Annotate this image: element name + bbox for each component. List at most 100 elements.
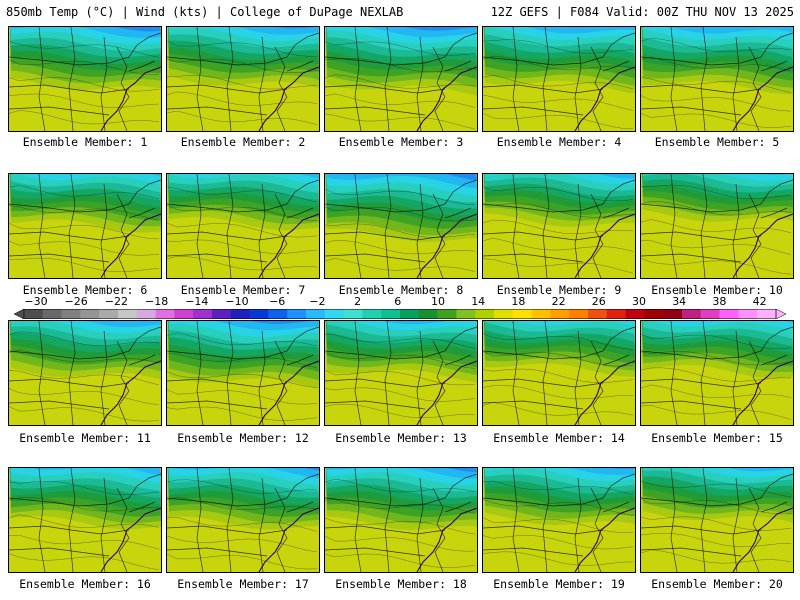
contour-line <box>483 535 634 550</box>
colorbar-tick-label: 2 <box>354 295 362 308</box>
contour-line <box>167 58 318 73</box>
ensemble-member-map <box>8 320 162 426</box>
contour-line <box>641 219 792 234</box>
state-boundary <box>38 174 46 278</box>
temperature-field-map <box>483 174 635 278</box>
contour-line <box>325 240 476 255</box>
contour-line <box>9 77 160 92</box>
temperature-band <box>326 468 477 479</box>
contour-line <box>325 93 476 108</box>
state-boundary <box>760 326 793 352</box>
ensemble-member-label: Ensemble Member: 16 <box>19 577 151 591</box>
colorbar-segment <box>400 309 420 319</box>
state-boundary <box>325 378 446 388</box>
temperature-band <box>447 468 477 473</box>
contour-line <box>325 113 476 130</box>
ensemble-member-map <box>640 173 794 279</box>
state-boundary <box>325 525 446 535</box>
state-boundary <box>444 473 477 499</box>
state-boundary <box>670 468 678 572</box>
temperature-band <box>214 321 319 331</box>
state-boundary <box>9 203 130 213</box>
contour-line <box>325 41 476 56</box>
contour-line <box>167 110 318 125</box>
temperature-band <box>571 468 635 475</box>
colorbar-tick-label: 30 <box>632 295 646 308</box>
state-boundary <box>384 468 392 572</box>
state-boundary <box>325 203 446 213</box>
state-boundary <box>128 60 156 72</box>
contour-line <box>325 553 476 568</box>
contour-line <box>483 333 634 350</box>
colorbar-segment <box>588 309 608 319</box>
contour-line <box>641 532 792 548</box>
state-boundary <box>748 193 762 278</box>
state-boundary <box>483 378 604 388</box>
contour-line <box>9 388 160 405</box>
state-boundary <box>274 487 288 572</box>
contour-line <box>483 480 634 496</box>
contour-line <box>167 389 318 405</box>
contour-line <box>641 77 792 93</box>
contour-line <box>641 239 792 255</box>
contour-line <box>325 535 476 552</box>
colorbar-tick-label: 26 <box>591 295 606 308</box>
state-boundary <box>167 203 288 213</box>
contour-line <box>483 351 634 367</box>
state-boundary <box>167 525 288 535</box>
colorbar-segment <box>306 309 326 319</box>
coastline <box>732 213 793 278</box>
temperature-band <box>15 174 161 185</box>
contour-line <box>325 478 476 493</box>
state-boundary <box>354 174 362 278</box>
state-boundary <box>325 350 446 360</box>
temperature-field-map <box>9 174 161 278</box>
state-boundary <box>167 106 268 116</box>
colorbar-tick-label: 22 <box>551 295 566 308</box>
temperature-band <box>27 468 161 476</box>
state-boundary <box>444 179 477 205</box>
contour-line <box>325 387 476 402</box>
ensemble-member-map <box>482 320 636 426</box>
contour-line <box>9 222 160 240</box>
contour-line <box>167 553 318 570</box>
state-boundary <box>226 27 234 131</box>
temperature-band <box>484 174 635 185</box>
contour-line <box>9 497 160 512</box>
temperature-band <box>610 468 635 469</box>
contour-line <box>483 112 634 130</box>
colorbar-segment <box>494 309 514 319</box>
state-boundary <box>325 231 446 241</box>
ensemble-member-map <box>324 467 478 573</box>
state-boundary <box>760 501 788 513</box>
state-boundary <box>196 174 204 278</box>
state-boundary <box>274 193 288 278</box>
temperature-field-map <box>641 468 793 572</box>
contour-line <box>325 370 476 386</box>
state-boundary <box>432 340 446 425</box>
state-boundary <box>444 32 477 58</box>
colorbar-segment <box>644 309 664 319</box>
state-boundary <box>167 84 288 94</box>
state-boundary <box>483 497 604 507</box>
state-boundary <box>9 525 130 535</box>
ensemble-member-map <box>482 26 636 132</box>
state-boundary <box>512 174 520 278</box>
state-boundary <box>641 56 762 66</box>
contour-line <box>641 498 792 515</box>
state-boundary <box>590 340 604 425</box>
contour-line <box>167 40 317 57</box>
state-boundary <box>384 321 392 425</box>
state-boundary <box>325 253 426 263</box>
ensemble-member-label: Ensemble Member: 17 <box>177 577 309 591</box>
state-boundary <box>38 468 46 572</box>
contour-line <box>641 113 792 128</box>
temperature-band <box>722 174 793 181</box>
colorbar-segment <box>212 309 232 319</box>
temperature-band <box>759 174 792 175</box>
colorbar-segment <box>230 309 250 319</box>
ensemble-member-label: Ensemble Member: 13 <box>335 431 467 445</box>
contour-line <box>325 258 476 272</box>
contour-line <box>9 93 160 108</box>
colorbar-segment <box>61 309 81 319</box>
